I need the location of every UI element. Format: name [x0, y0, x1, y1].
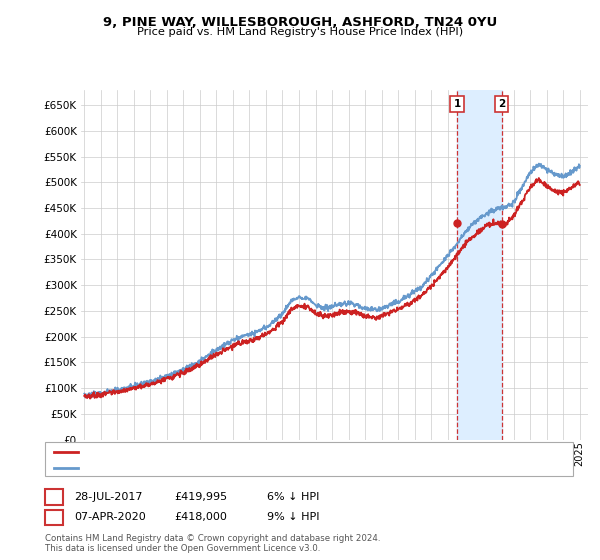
Text: 07-APR-2020: 07-APR-2020	[74, 512, 146, 522]
Text: 2: 2	[498, 99, 505, 109]
Text: 9, PINE WAY, WILLESBOROUGH, ASHFORD, TN24 0YU: 9, PINE WAY, WILLESBOROUGH, ASHFORD, TN2…	[103, 16, 497, 29]
Text: £418,000: £418,000	[174, 512, 227, 522]
Text: 9% ↓ HPI: 9% ↓ HPI	[267, 512, 320, 522]
Text: HPI: Average price, detached house, Ashford: HPI: Average price, detached house, Ashf…	[82, 463, 305, 473]
Bar	[457, 90, 502, 440]
Text: 28-JUL-2017: 28-JUL-2017	[74, 492, 142, 502]
Text: Contains HM Land Registry data © Crown copyright and database right 2024.
This d: Contains HM Land Registry data © Crown c…	[45, 534, 380, 553]
Text: 1: 1	[454, 99, 461, 109]
Text: 1: 1	[50, 491, 58, 504]
Text: Price paid vs. HM Land Registry's House Price Index (HPI): Price paid vs. HM Land Registry's House …	[137, 27, 463, 37]
Text: 9, PINE WAY, WILLESBOROUGH, ASHFORD, TN24 0YU (detached house): 9, PINE WAY, WILLESBOROUGH, ASHFORD, TN2…	[82, 447, 437, 457]
Text: £419,995: £419,995	[174, 492, 227, 502]
Text: 2: 2	[50, 511, 58, 524]
Text: 6% ↓ HPI: 6% ↓ HPI	[267, 492, 319, 502]
